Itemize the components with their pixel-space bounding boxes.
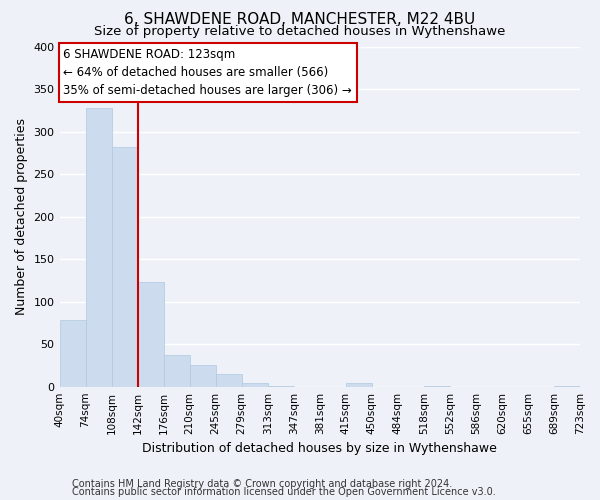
Text: Contains public sector information licensed under the Open Government Licence v3: Contains public sector information licen… xyxy=(72,487,496,497)
Bar xyxy=(215,374,242,386)
Text: 6, SHAWDENE ROAD, MANCHESTER, M22 4BU: 6, SHAWDENE ROAD, MANCHESTER, M22 4BU xyxy=(124,12,476,28)
Bar xyxy=(164,355,190,386)
Text: Contains HM Land Registry data © Crown copyright and database right 2024.: Contains HM Land Registry data © Crown c… xyxy=(72,479,452,489)
Bar xyxy=(59,320,86,386)
X-axis label: Distribution of detached houses by size in Wythenshawe: Distribution of detached houses by size … xyxy=(142,442,497,455)
Text: Size of property relative to detached houses in Wythenshawe: Size of property relative to detached ho… xyxy=(94,25,506,38)
Text: 6 SHAWDENE ROAD: 123sqm
← 64% of detached houses are smaller (566)
35% of semi-d: 6 SHAWDENE ROAD: 123sqm ← 64% of detache… xyxy=(64,48,352,97)
Bar xyxy=(242,384,268,386)
Y-axis label: Number of detached properties: Number of detached properties xyxy=(15,118,28,315)
Bar xyxy=(346,384,372,386)
Bar xyxy=(86,108,112,386)
Bar xyxy=(190,366,215,386)
Bar xyxy=(112,147,137,386)
Bar xyxy=(137,282,164,387)
